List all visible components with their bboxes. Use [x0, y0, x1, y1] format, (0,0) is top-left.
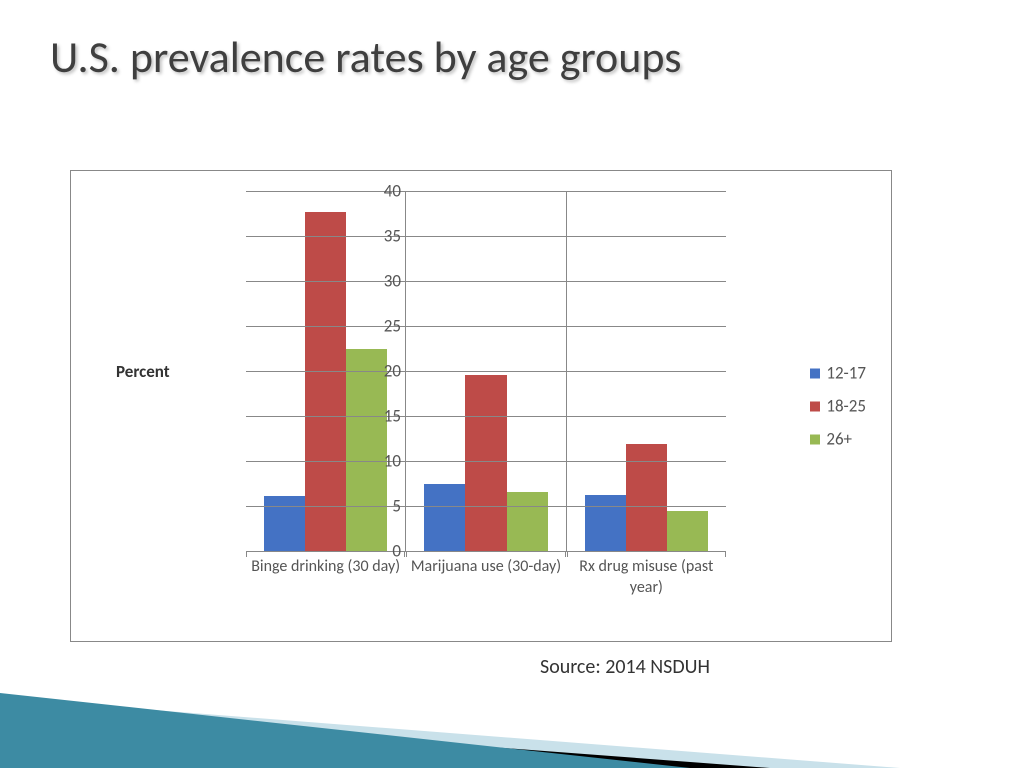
- decorative-wedge: [0, 638, 1024, 768]
- source-note: Source: 2014 NSDUH: [540, 655, 710, 679]
- plot-area: Binge drinking (30 day)Marijuana use (30…: [246, 191, 726, 552]
- legend-label: 26+: [826, 429, 852, 450]
- bar: [626, 444, 667, 551]
- y-tick-label: 25: [361, 316, 401, 337]
- y-tick-label: 40: [361, 181, 401, 202]
- legend-label: 18-25: [826, 396, 866, 417]
- bar: [507, 492, 548, 551]
- bar: [465, 375, 506, 551]
- gridline: [246, 371, 726, 372]
- legend: 12-17 18-25 26+: [810, 351, 866, 462]
- bar: [667, 511, 708, 552]
- gridline: [246, 461, 726, 462]
- x-tick-label: Rx drug misuse (past year): [567, 551, 726, 599]
- gridline: [246, 506, 726, 507]
- legend-label: 12-17: [826, 363, 866, 384]
- x-tick-label: Marijuana use (30-day): [406, 551, 565, 578]
- y-tick-label: 20: [361, 361, 401, 382]
- legend-swatch: [810, 368, 820, 378]
- legend-item: 12-17: [810, 363, 866, 384]
- bar: [305, 212, 346, 551]
- legend-swatch: [810, 434, 820, 444]
- legend-swatch: [810, 401, 820, 411]
- y-axis-title: Percent: [116, 361, 170, 382]
- gridline: [246, 236, 726, 237]
- prevalence-chart: Binge drinking (30 day)Marijuana use (30…: [70, 170, 892, 642]
- y-tick-label: 15: [361, 406, 401, 427]
- y-tick-label: 10: [361, 451, 401, 472]
- gridline: [246, 416, 726, 417]
- legend-item: 26+: [810, 429, 866, 450]
- bar: [585, 495, 626, 551]
- slide-title: U.S. prevalence rates by age groups: [50, 30, 681, 84]
- gridline: [246, 281, 726, 282]
- gridline: [246, 191, 726, 192]
- gridline: [246, 326, 726, 327]
- y-tick-label: 35: [361, 226, 401, 247]
- legend-item: 18-25: [810, 396, 866, 417]
- bar: [264, 496, 305, 551]
- y-tick-label: 0: [361, 541, 401, 562]
- y-tick-label: 5: [361, 496, 401, 517]
- y-tick-label: 30: [361, 271, 401, 292]
- bar: [424, 484, 465, 551]
